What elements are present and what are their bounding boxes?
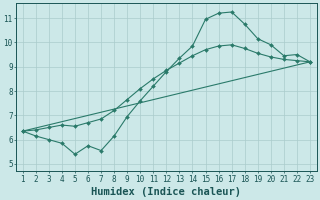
X-axis label: Humidex (Indice chaleur): Humidex (Indice chaleur) bbox=[92, 186, 241, 197]
